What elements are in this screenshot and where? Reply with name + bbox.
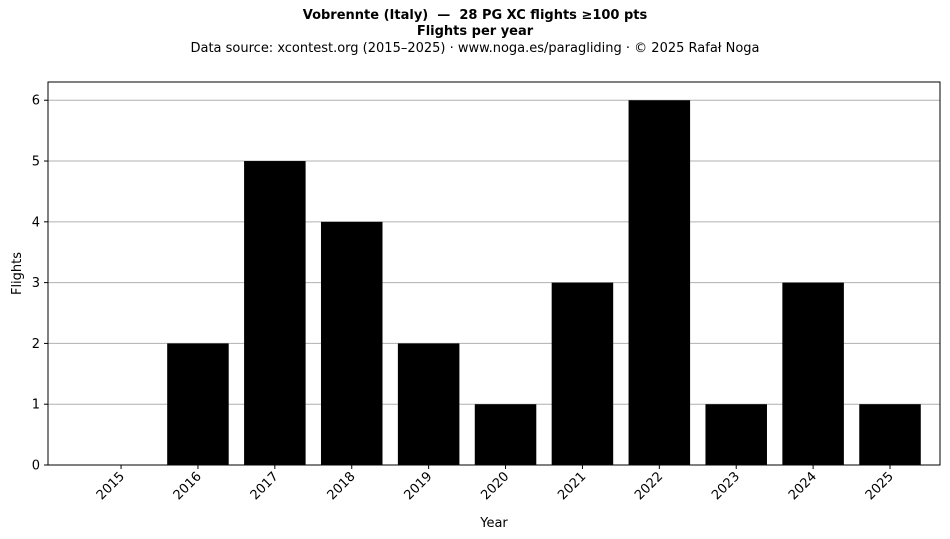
- chart-source-note: Data source: xcontest.org (2015–2025) · …: [190, 41, 760, 56]
- x-tick-label: 2024: [786, 469, 820, 503]
- chart-title: Vobrennte (Italy) — 28 PG XC flights ≥10…: [302, 8, 648, 23]
- y-axis: 0 1 2 3 4 5 6: [32, 94, 48, 474]
- x-tick-label: 2019: [401, 469, 435, 503]
- chart-title-block: Vobrennte (Italy) — 28 PG XC flights ≥10…: [0, 8, 950, 58]
- x-tick-label: 2022: [632, 469, 666, 503]
- x-axis: 2015 2016 2017 2018 2019 2020 2021 2022 2023 2024…: [94, 465, 897, 503]
- y-tick-label: 4: [32, 215, 40, 230]
- bar: [244, 161, 306, 466]
- y-tick-label: 5: [32, 155, 40, 170]
- y-tick-label: 1: [32, 398, 40, 413]
- x-tick-label: 2016: [171, 469, 205, 503]
- plot-frame: [47, 81, 941, 466]
- y-tick-label: 2: [32, 337, 40, 352]
- x-tick-label: 2017: [248, 469, 282, 503]
- bar: [859, 404, 921, 465]
- x-axis-label: Year: [479, 516, 508, 531]
- y-axis-label: Flights: [10, 252, 25, 295]
- bar: [628, 100, 691, 465]
- bar: [474, 404, 537, 465]
- bar: [705, 404, 767, 465]
- bar: [320, 221, 383, 465]
- bar: [167, 343, 229, 465]
- y-tick-label: 6: [32, 94, 40, 109]
- y-tick-label: 3: [32, 276, 40, 291]
- bar: [397, 343, 460, 465]
- x-tick-label: 2025: [863, 469, 897, 503]
- x-tick-label: 2020: [478, 469, 512, 503]
- x-tick-label: 2021: [555, 469, 589, 503]
- chart-subtitle: Flights per year: [416, 24, 534, 39]
- y-tick-label: 0: [32, 459, 40, 474]
- x-tick-label: 2018: [325, 469, 359, 503]
- bar: [782, 282, 844, 465]
- x-tick-label: 2023: [709, 469, 743, 503]
- bars: [167, 100, 921, 466]
- x-tick-label: 2015: [94, 469, 128, 503]
- bar: [551, 282, 614, 465]
